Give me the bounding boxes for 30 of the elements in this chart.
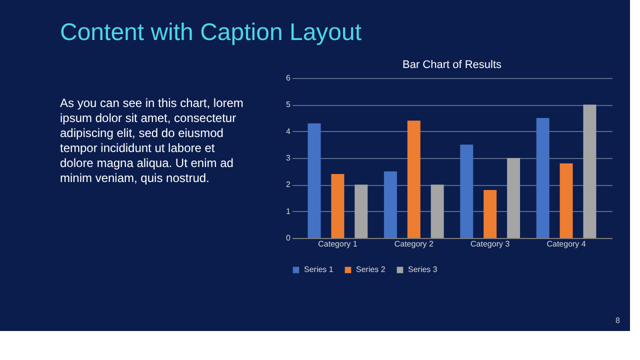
bar [536,118,550,238]
bar [384,171,397,238]
y-tick-label: 0 [286,234,292,242]
bar [583,104,596,238]
legend-label: Series 2 [356,265,386,274]
chart-title: Bar Chart of Results [402,59,502,71]
text: Content with Caption Layout [60,19,362,46]
y-tick-label: 1 [286,206,292,216]
legend-label: Series 3 [408,265,438,274]
x-tick-label: Category 1 [318,240,358,248]
y-tick-label: 4 [286,126,292,136]
bar [460,144,474,238]
bar [331,174,344,238]
bar [430,184,444,238]
legend-label: Series 1 [304,265,334,274]
bar [484,190,497,238]
bar [308,123,321,238]
y-tick-label: 6 [286,74,292,82]
y-tick-label: 3 [286,154,292,162]
bar [354,184,368,238]
bar [560,163,573,238]
x-tick-label: Category 4 [546,240,586,248]
bar [407,120,420,238]
bar [507,158,520,238]
x-tick-label: Category 2 [394,240,434,248]
y-tick-label: 5 [286,100,292,110]
x-tick-label: Category 3 [470,240,510,248]
text: 8 [616,316,621,325]
text: As you can see in this chart, lorem ipsum dolor sit amet, consectetur adipiscing elit, sed do eiusmod tempor incididunt ut labore et dolore magna aliqua. Ut enim ad minim veniam, quis nostrud. [60,96,244,185]
y-tick-label: 2 [286,180,292,190]
